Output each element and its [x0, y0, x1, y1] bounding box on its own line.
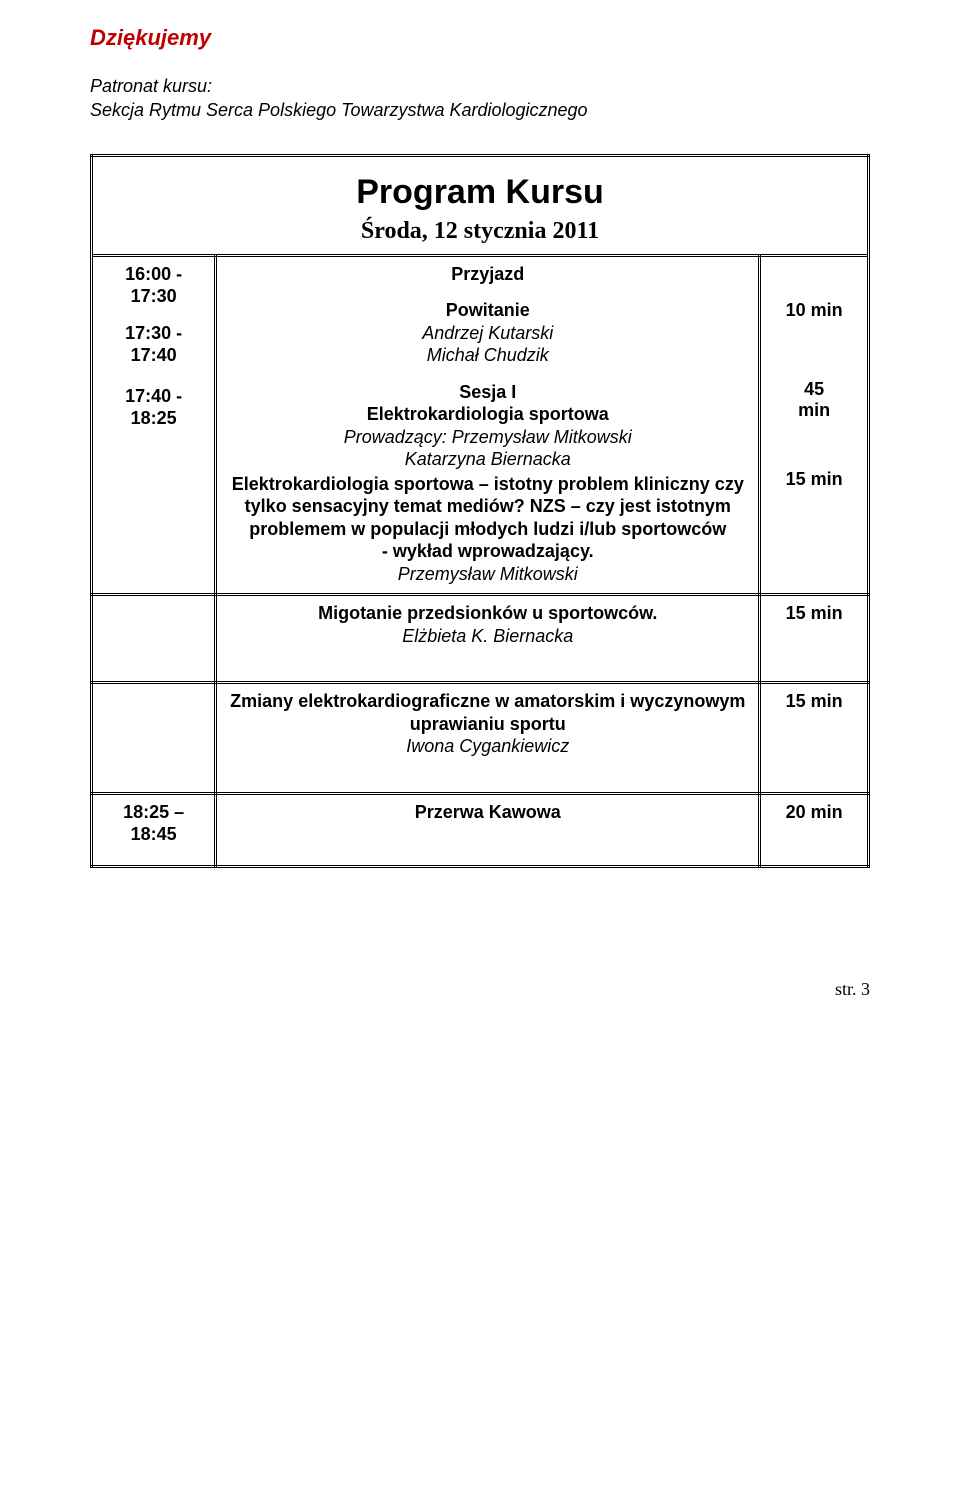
session-topic-tail: - wykład wprowadzający.: [227, 540, 748, 563]
row-topic-3: Zmiany elektrokardiograficzne w amatorsk…: [92, 683, 869, 794]
program-table: Program Kursu Środa, 12 stycznia 2011 16…: [90, 154, 870, 868]
topic-3-duration: 15 min: [760, 683, 869, 794]
topic-3-speaker: Iwona Cygankiewicz: [227, 735, 748, 758]
welcome-name-1: Andrzej Kutarski: [227, 322, 748, 345]
patron-body: Sekcja Rytmu Serca Polskiego Towarzystwa…: [90, 98, 870, 122]
session-speaker: Przemysław Mitkowski: [227, 563, 748, 586]
program-title: Program Kursu: [93, 157, 867, 216]
topic-2-duration: 15 min: [760, 595, 869, 683]
time-2: 17:40 - 18:25: [103, 385, 204, 430]
title-row: Program Kursu Środa, 12 stycznia 2011: [92, 156, 869, 256]
row-arrival: 16:00 - 17:30 17:30 - 17:40 17:40 - 18:2…: [92, 255, 869, 293]
topic-2-speaker: Elżbieta K. Biernacka: [227, 625, 748, 648]
session-leads-2: Katarzyna Biernacka: [227, 448, 748, 471]
patron-block: Patronat kursu: Sekcja Rytmu Serca Polsk…: [90, 74, 870, 123]
session-topic: Elektrokardiologia sportowa – istotny pr…: [227, 473, 748, 541]
session-leads-1: Prowadzący: Przemysław Mitkowski: [227, 426, 748, 449]
session-dur-a: 45: [771, 379, 857, 401]
session-label: Sesja I: [227, 381, 748, 404]
time-break: 18:25 – 18:45: [103, 801, 204, 846]
welcome-label: Powitanie: [227, 299, 748, 322]
session-dur-2: 15 min: [771, 468, 857, 491]
session-title: Elektrokardiologia sportowa: [227, 403, 748, 426]
row-topic-2: Migotanie przedsionków u sportowców. Elż…: [92, 595, 869, 683]
program-subtitle: Środa, 12 stycznia 2011: [93, 216, 867, 254]
break-duration: 20 min: [760, 793, 869, 867]
row-break: 18:25 – 18:45 Przerwa Kawowa 20 min: [92, 793, 869, 867]
arrival-label: Przyjazd: [451, 264, 524, 284]
topic-3: Zmiany elektrokardiograficzne w amatorsk…: [227, 690, 748, 735]
time-0: 16:00 - 17:30: [103, 263, 204, 308]
thanks-heading: Dziękujemy: [90, 24, 870, 52]
session-dur-b: min: [771, 400, 857, 422]
welcome-duration: 10 min: [760, 293, 869, 375]
break-label: Przerwa Kawowa: [227, 801, 748, 824]
time-1: 17:30 - 17:40: [103, 322, 204, 367]
topic-2: Migotanie przedsionków u sportowców.: [227, 602, 748, 625]
page-footer: str. 3: [90, 978, 870, 1001]
welcome-name-2: Michał Chudzik: [227, 344, 748, 367]
patron-label: Patronat kursu:: [90, 74, 870, 98]
